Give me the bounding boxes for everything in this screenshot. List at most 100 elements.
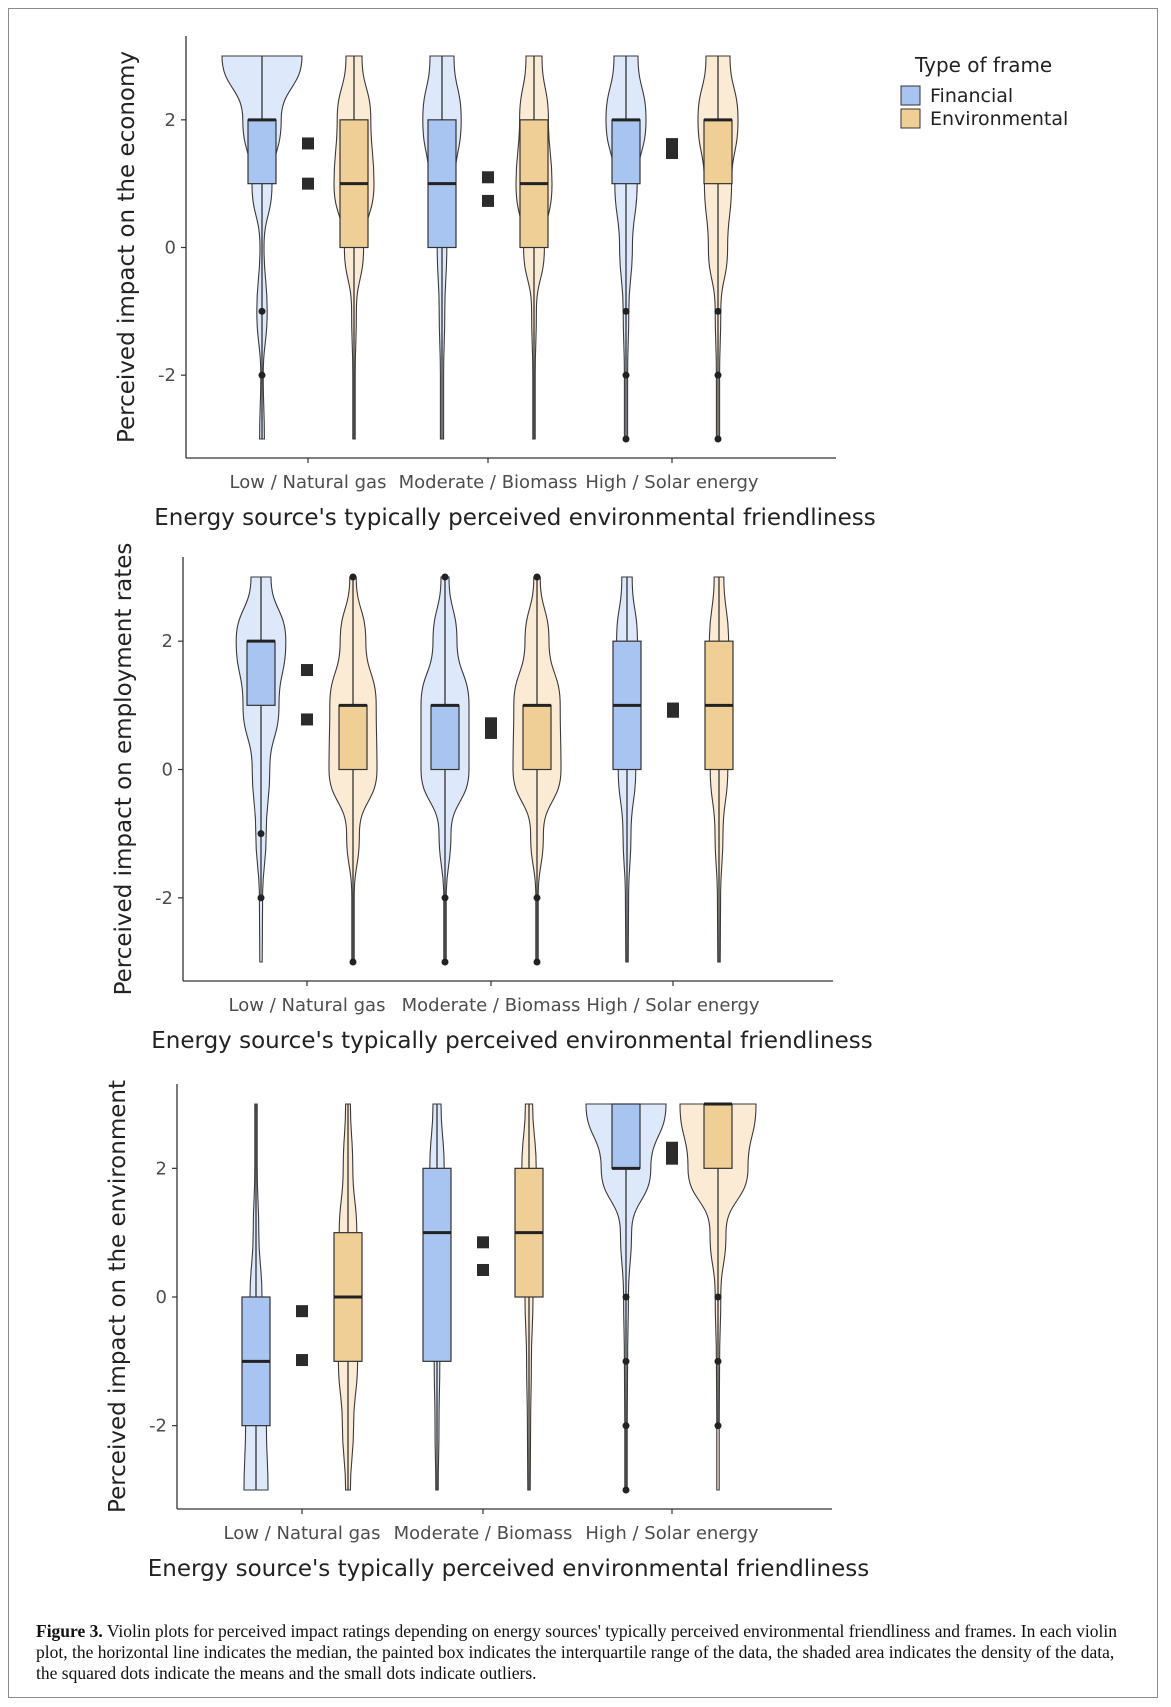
violin-environmental — [333, 1103, 363, 1491]
outlier-dot — [714, 1293, 722, 1301]
violin-financial — [420, 573, 470, 966]
outlier-dot — [622, 1422, 630, 1430]
y-tick-label: 2 — [165, 110, 176, 131]
violin-environmental — [679, 1102, 757, 1491]
x-tick-label: Moderate / Biomass — [402, 995, 581, 1016]
legend-label: Environmental — [930, 108, 1068, 130]
x-tick-label: High / Solar energy — [586, 995, 760, 1016]
x-tick-label: Moderate / Biomass — [394, 1523, 573, 1544]
outlier-dot — [622, 1293, 630, 1301]
outlier-dot — [258, 307, 266, 315]
outlier-dot — [441, 958, 449, 966]
violin-financial — [422, 1103, 452, 1491]
outlier-dot — [714, 371, 722, 379]
outlier-dot — [533, 573, 541, 581]
iqr-box — [703, 119, 733, 185]
x-axis-title: Energy source's typically perceived envi… — [148, 1556, 869, 1582]
mean-square-environmental — [302, 177, 314, 190]
figure-caption: Figure 3. Violin plots for perceived imp… — [36, 1621, 1136, 1684]
x-tick-label: Low / Natural gas — [229, 995, 386, 1016]
iqr-box — [246, 640, 276, 706]
outlier-dot — [257, 894, 265, 902]
y-tick-label: -2 — [158, 365, 176, 386]
outlier-dot — [714, 307, 722, 315]
y-tick-label: -2 — [149, 1416, 167, 1437]
iqr-box — [703, 1103, 733, 1169]
y-axis-title: Perceived impact on the economy — [114, 51, 140, 443]
y-tick-label: 0 — [156, 1287, 167, 1308]
legend-swatch-environmental — [900, 108, 921, 129]
mean-square-financial — [302, 137, 314, 150]
x-axis-title: Energy source's typically perceived envi… — [151, 1028, 872, 1054]
y-tick-label: -2 — [155, 888, 173, 909]
x-tick-label: High / Solar energy — [585, 1523, 759, 1544]
mean-square-environmental — [477, 1263, 489, 1276]
y-tick-label: 0 — [162, 760, 173, 781]
outlier-dot — [349, 958, 357, 966]
outlier-dot — [533, 894, 541, 902]
y-tick-label: 2 — [162, 631, 173, 652]
violin-environmental — [328, 573, 378, 966]
mean-square-environmental — [667, 705, 679, 718]
outlier-dot — [257, 830, 265, 838]
x-tick-label: Low / Natural gas — [230, 472, 387, 493]
iqr-box — [611, 1103, 641, 1169]
outlier-dot — [622, 1486, 630, 1494]
mean-square-environmental — [301, 713, 313, 726]
violin-financial — [422, 55, 462, 440]
violin-environmental — [704, 576, 734, 963]
x-axis-title: Energy source's typically perceived envi… — [154, 505, 875, 531]
outlier-dot — [533, 958, 541, 966]
y-tick-label: 0 — [165, 238, 176, 259]
mean-square-environmental — [296, 1305, 308, 1318]
iqr-box — [522, 704, 552, 771]
violin-financial — [235, 576, 287, 963]
violin-financial — [585, 1103, 667, 1494]
outlier-dot — [349, 573, 357, 581]
violin-chart-1: 2 0 -2 Perceived impact on the economy Low /… — [114, 36, 876, 531]
mean-square-environmental — [666, 147, 678, 160]
violin-plot-figure: 2 0 -2 Perceived impact on the economy Low /… — [105, 36, 1068, 1582]
iqr-box — [430, 704, 460, 771]
violin-chart-3: 2 0 -2 Perceived impact on the environment L… — [105, 1080, 869, 1582]
outlier-dot — [258, 371, 266, 379]
outlier-dot — [622, 435, 630, 443]
mean-square-environmental — [485, 726, 497, 739]
outlier-dot — [622, 307, 630, 315]
x-tick-label: Moderate / Biomass — [399, 472, 578, 493]
caption-text: Violin plots for perceived impact rating… — [36, 1621, 1117, 1683]
mean-square-financial — [296, 1354, 308, 1367]
x-tick-label: Low / Natural gas — [224, 1523, 381, 1544]
outlier-dot — [441, 573, 449, 581]
iqr-box — [247, 119, 277, 185]
violin-environmental — [514, 1103, 544, 1491]
violin-chart-2: 2 0 -2 Perceived impact on employment rates… — [111, 543, 873, 1054]
figure-frame — [8, 8, 1158, 1698]
outlier-dot — [622, 371, 630, 379]
x-tick-label: High / Solar energy — [585, 472, 759, 493]
mean-square-financial — [477, 1236, 489, 1249]
mean-square-financial — [301, 664, 313, 677]
violin-financial — [612, 576, 642, 963]
mean-square-environmental — [666, 1152, 678, 1165]
violin-environmental — [697, 55, 739, 443]
violin-environmental — [515, 55, 553, 440]
outlier-dot — [622, 1357, 630, 1365]
y-axis-title: Perceived impact on the environment — [105, 1080, 131, 1513]
outlier-dot — [714, 435, 722, 443]
legend-title: Type of frame — [914, 53, 1052, 77]
violin-financial — [221, 55, 303, 440]
violin-environmental — [512, 573, 562, 966]
mean-square-environmental — [482, 194, 494, 207]
y-tick-label: 2 — [156, 1158, 167, 1179]
violin-financial — [241, 1103, 271, 1491]
outlier-dot — [714, 1357, 722, 1365]
outlier-dot — [714, 1422, 722, 1430]
legend-swatch-financial — [900, 85, 921, 106]
y-axis-title: Perceived impact on employment rates — [111, 543, 137, 996]
mean-square-financial — [482, 171, 494, 184]
iqr-box — [338, 704, 368, 771]
outlier-dot — [441, 894, 449, 902]
mean-square-financial — [666, 1141, 678, 1154]
